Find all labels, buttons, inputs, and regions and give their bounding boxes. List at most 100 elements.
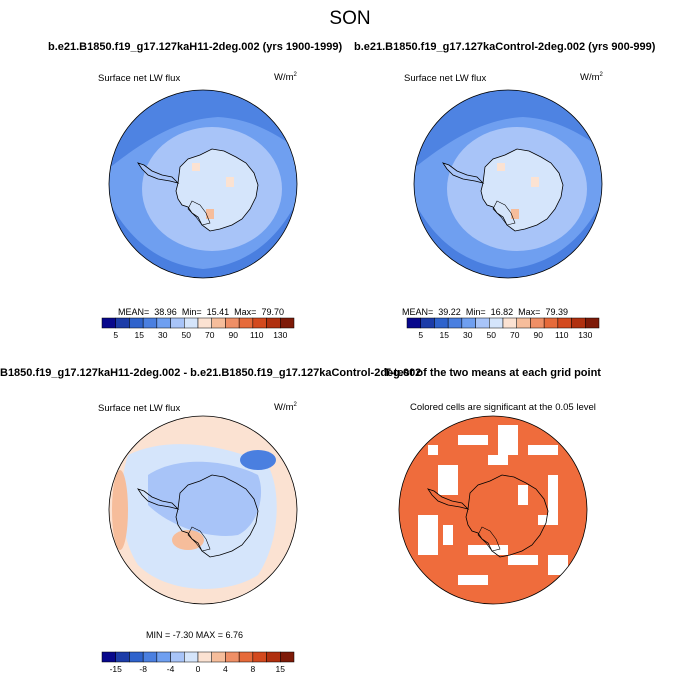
ice-shelf-outline xyxy=(187,526,211,552)
panel4-title: T-test of the two means at each grid poi… xyxy=(384,367,601,379)
colorbar-swatch xyxy=(129,651,144,663)
ice-shelf-outline xyxy=(477,526,501,552)
colorbar-swatch xyxy=(225,317,240,329)
colorbar-tick-label: 70 xyxy=(205,330,215,340)
map-field xyxy=(414,90,602,278)
colorbar-swatch xyxy=(447,317,463,329)
nonsignificant-cell xyxy=(488,455,508,465)
panel2-stats: MEAN= 39.22 Min= 16.82 Max= 79.39 xyxy=(402,307,568,317)
nonsignificant-cell xyxy=(418,515,438,555)
colorbar-swatch xyxy=(142,651,158,663)
colorbar-tick-label: 8 xyxy=(250,664,255,674)
colorbar-swatch xyxy=(238,317,254,329)
colorbar-tick-label: -15 xyxy=(110,664,123,674)
map-boundary xyxy=(413,89,603,279)
antarctica-coastline xyxy=(465,474,549,558)
colorbar-swatch xyxy=(252,317,267,329)
colorbar-tick-label: -4 xyxy=(167,664,175,674)
colorbar-tick-label: 0 xyxy=(196,664,201,674)
colorbar-swatch xyxy=(115,651,130,663)
panel3-stats: MIN = -7.30 MAX = 6.76 xyxy=(146,630,244,640)
panel3-variable-label: Surface net LW flux xyxy=(98,403,181,414)
colorbar-swatch xyxy=(530,317,545,329)
colorbar-swatch xyxy=(184,651,199,663)
colorbar-swatch xyxy=(238,651,254,663)
colorbar-swatch xyxy=(543,317,559,329)
colorbar-swatch xyxy=(502,317,517,329)
colorbar-swatch xyxy=(489,317,504,329)
colorbar-swatch xyxy=(211,651,226,663)
nonsignificant-cell xyxy=(518,485,528,505)
warm-patch xyxy=(206,209,214,219)
panel2-variable-label: Surface net LW flux xyxy=(404,73,487,84)
colorbar-tick-label: 15 xyxy=(439,330,449,340)
colorbar-swatch xyxy=(115,317,130,329)
ocean-deep-south xyxy=(414,199,602,278)
colorbar-tick-label: 30 xyxy=(463,330,473,340)
colorbar-tick-label: 5 xyxy=(418,330,423,340)
colorbar-swatch xyxy=(225,651,240,663)
colorbar-swatch xyxy=(571,317,586,329)
map-boundary xyxy=(108,89,298,279)
season-title: SON xyxy=(329,8,371,29)
nonsignificant-cell xyxy=(458,575,488,585)
nonsignificant-cell xyxy=(498,425,518,455)
panel4-polar-map xyxy=(398,415,588,605)
colorbar-swatch xyxy=(266,651,281,663)
map-field xyxy=(109,416,297,604)
colorbar-tick-label: 110 xyxy=(250,330,264,340)
colorbar-tick-label: -8 xyxy=(139,664,147,674)
antarctica-coastline xyxy=(175,474,259,558)
panel2-colorbar: 5 15 30 50 70 90 110 130 xyxy=(406,317,600,340)
ocean-deep-north xyxy=(414,90,602,169)
colorbar-swatch xyxy=(197,317,212,329)
peninsula-coastline xyxy=(137,488,180,510)
panel1-title: b.e21.B1850.f19_g17.127kaH11-2deg.002 (y… xyxy=(48,41,343,53)
nonsignificant-cell xyxy=(538,515,558,525)
panel3-title: B1850.f19_g17.127kaH11-2deg.002 - b.e21.… xyxy=(0,367,422,379)
colorbar-tick-label: 15 xyxy=(134,330,144,340)
panel1-polar-map xyxy=(108,89,298,279)
peninsula-coastline xyxy=(427,488,470,510)
colorbar-tick-label: 15 xyxy=(276,664,286,674)
panel2-polar-map xyxy=(413,89,603,279)
panel1-colorbar: 5 15 30 50 70 90 110 130 xyxy=(101,317,295,340)
colorbar-swatch xyxy=(170,651,185,663)
colorbar-swatch xyxy=(434,317,449,329)
nonsignificant-cell xyxy=(468,545,508,555)
ice-shelf-outline xyxy=(187,200,211,226)
colorbar-swatch xyxy=(170,317,185,329)
panel4-subtitle: Colored cells are significant at the 0.0… xyxy=(410,402,596,413)
panel3-units: W/m2 xyxy=(274,402,297,414)
colorbar-swatch xyxy=(475,317,490,329)
antarctica-coastline xyxy=(175,148,259,232)
colorbar-swatch xyxy=(101,651,116,663)
colorbar-swatch xyxy=(184,317,199,329)
colorbar-tick-label: 4 xyxy=(223,664,228,674)
map-field xyxy=(109,90,297,278)
colorbar-swatch xyxy=(516,317,531,329)
panel3-polar-map xyxy=(108,415,298,605)
colorbar-swatch xyxy=(142,317,158,329)
peninsula-coastline xyxy=(137,162,180,184)
colorbar-tick-label: 50 xyxy=(182,330,192,340)
colorbar-tick-label: 90 xyxy=(534,330,544,340)
colorbar-tick-label: 90 xyxy=(229,330,239,340)
colorbar-swatch xyxy=(557,317,572,329)
colorbar-swatch xyxy=(461,317,476,329)
nonsignificant-cell xyxy=(548,475,558,515)
colorbar-swatch xyxy=(211,317,226,329)
colorbar-swatch xyxy=(280,317,295,329)
warm-patch xyxy=(192,163,200,171)
nonsignificant-cell xyxy=(443,525,453,545)
colorbar-swatch xyxy=(129,317,144,329)
warm-edge xyxy=(112,470,128,550)
colorbar-tick-label: 30 xyxy=(158,330,168,340)
ocean-deep-north xyxy=(109,90,297,169)
colorbar-tick-label: 130 xyxy=(578,330,592,340)
ice-shelf-outline xyxy=(492,200,516,226)
map-field xyxy=(399,416,587,604)
panel3-colorbar: -15 -8 -4 0 4 8 15 xyxy=(101,651,295,674)
panel2-title: b.e21.B1850.f19_g17.127kaControl-2deg.00… xyxy=(354,41,656,53)
